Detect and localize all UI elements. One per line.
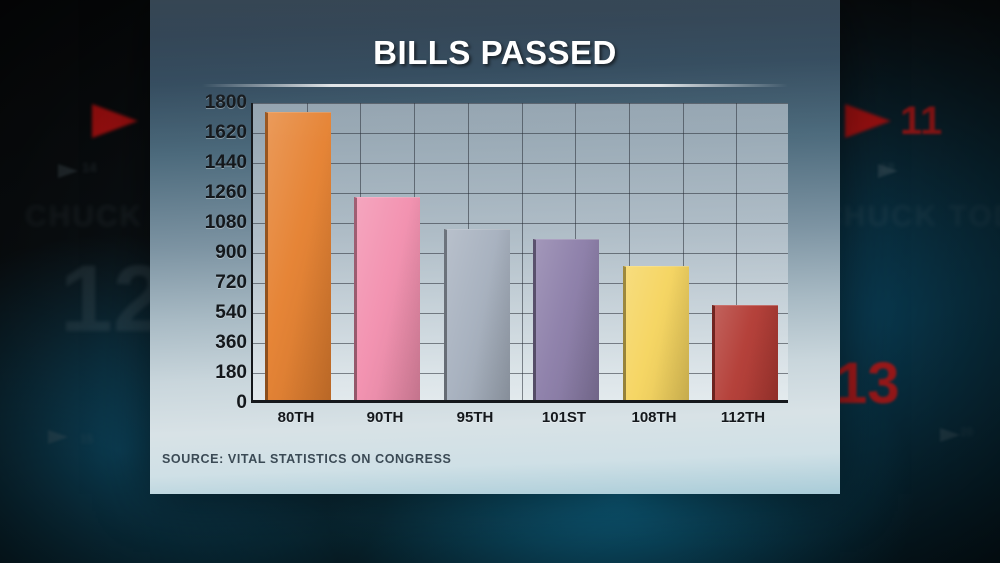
bar-108th[interactable]: [623, 266, 689, 400]
x-axis-tick-label: 112TH: [720, 409, 766, 426]
y-axis-tick-label: 1440: [204, 152, 247, 173]
bar-sheen: [626, 267, 689, 400]
bar-sheen: [447, 230, 510, 400]
gridline-v: [736, 103, 737, 400]
y-axis-tick-label: 1620: [204, 122, 247, 143]
gridline-h: [253, 163, 788, 164]
y-axis-tick-label: 1800: [204, 92, 247, 113]
y-axis-tick-label: 360: [215, 332, 247, 353]
gridline-h: [253, 133, 788, 134]
title-divider: [202, 84, 788, 87]
y-axis: 0 180 360 540 720 900 1080 1260 1440 1620 1800: [150, 92, 247, 413]
bar-101st[interactable]: [533, 239, 599, 400]
bar-112th[interactable]: [712, 305, 778, 400]
y-axis-tick-label: 0: [236, 392, 247, 413]
gridline-h: [253, 223, 788, 224]
bar-sheen: [715, 306, 778, 400]
y-axis-tick-label: 180: [215, 362, 247, 383]
gridline-v: [522, 103, 523, 400]
bar-80th[interactable]: [265, 112, 331, 400]
x-axis-tick-label: 80TH: [277, 409, 315, 426]
y-axis-tick-label: 1260: [204, 182, 247, 203]
source-note: SOURCE: VITAL STATISTICS ON CONGRESS: [162, 452, 452, 466]
bar-series: [253, 103, 788, 400]
gridline-h: [253, 343, 788, 344]
y-axis-tick-label: 900: [215, 242, 247, 263]
gridline-h: [253, 373, 788, 374]
bar-sheen: [536, 240, 599, 400]
y-axis-tick-label: 720: [215, 272, 247, 293]
x-axis-tick-label: 108TH: [631, 409, 677, 426]
bar-sheen: [268, 113, 331, 400]
chart-panel: BILLS PASSED 0 180 360 540 720 900 1080 1260 144…: [150, 0, 840, 494]
y-axis-tick-label: 1080: [204, 212, 247, 233]
gridline-v: [629, 103, 630, 400]
bar-sheen: [357, 198, 420, 400]
gridline-h: [253, 193, 788, 194]
gridline-h: [253, 253, 788, 254]
x-axis-tick-label: 101ST: [541, 409, 587, 426]
x-axis-tick-label: 95TH: [456, 409, 494, 426]
gridline-h: [253, 103, 788, 104]
plot-area: [251, 103, 788, 403]
bar-90th[interactable]: [354, 197, 420, 400]
gridline-v: [683, 103, 684, 400]
x-axis-tick-label: 90TH: [366, 409, 404, 426]
y-axis-tick-label: 540: [215, 302, 247, 323]
gridline-h: [253, 283, 788, 284]
bar-95th[interactable]: [444, 229, 510, 400]
gridline-h: [253, 313, 788, 314]
chart-title: BILLS PASSED: [373, 34, 617, 71]
